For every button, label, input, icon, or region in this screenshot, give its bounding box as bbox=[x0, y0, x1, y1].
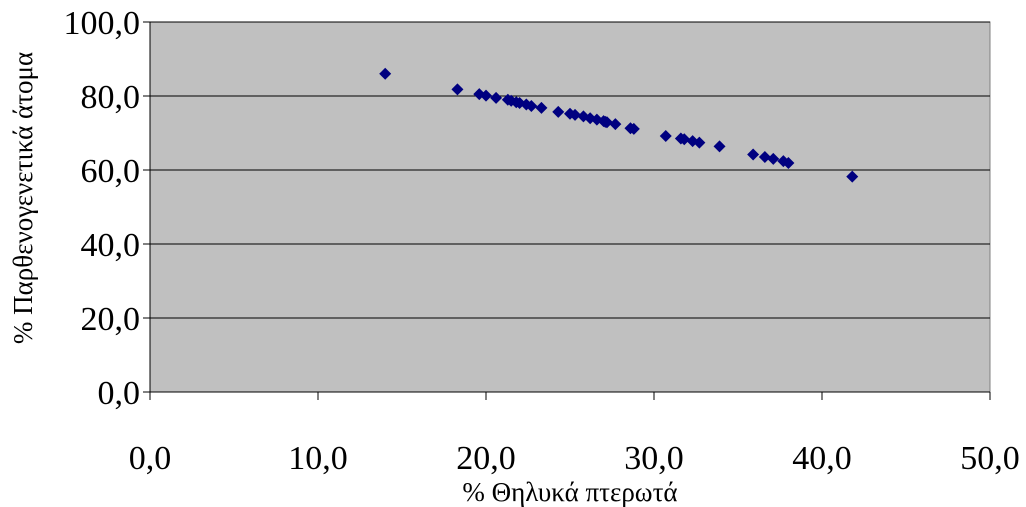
y-tick-label: 0,0 bbox=[98, 375, 141, 412]
data-point bbox=[552, 105, 565, 118]
data-point bbox=[627, 122, 640, 135]
y-tick-label: 60,0 bbox=[81, 153, 141, 190]
data-point bbox=[525, 99, 538, 112]
x-tick-label: 50,0 bbox=[960, 440, 1020, 477]
plot-area bbox=[149, 21, 991, 393]
data-point bbox=[379, 67, 392, 80]
x-tick-label: 20,0 bbox=[456, 440, 516, 477]
data-point bbox=[767, 152, 780, 165]
data-point bbox=[758, 151, 771, 164]
x-tick-label: 0,0 bbox=[129, 440, 172, 477]
data-point bbox=[600, 116, 613, 129]
x-tick-label: 30,0 bbox=[624, 440, 684, 477]
data-point bbox=[659, 129, 672, 142]
y-tick-label: 40,0 bbox=[81, 227, 141, 264]
x-tick-label: 10,0 bbox=[288, 440, 348, 477]
data-point bbox=[535, 101, 548, 114]
data-point bbox=[782, 156, 795, 169]
y-tick-label: 20,0 bbox=[81, 301, 141, 338]
data-point bbox=[609, 118, 622, 131]
data-point bbox=[490, 91, 503, 104]
data-point bbox=[747, 148, 760, 161]
data-point bbox=[451, 83, 464, 96]
data-point bbox=[846, 170, 859, 183]
data-point bbox=[693, 136, 706, 149]
x-axis-title: % Θηλυκά πτερωτά bbox=[462, 477, 677, 507]
x-tick-label: 40,0 bbox=[792, 440, 852, 477]
data-point bbox=[713, 140, 726, 153]
data-point bbox=[480, 89, 492, 102]
y-tick-label: 80,0 bbox=[81, 79, 141, 116]
y-tick-label: 100,0 bbox=[64, 5, 141, 42]
data-point bbox=[569, 108, 582, 121]
data-point bbox=[678, 133, 691, 146]
y-axis-title: % Παρθενογενετικά άτομα bbox=[8, 52, 38, 344]
